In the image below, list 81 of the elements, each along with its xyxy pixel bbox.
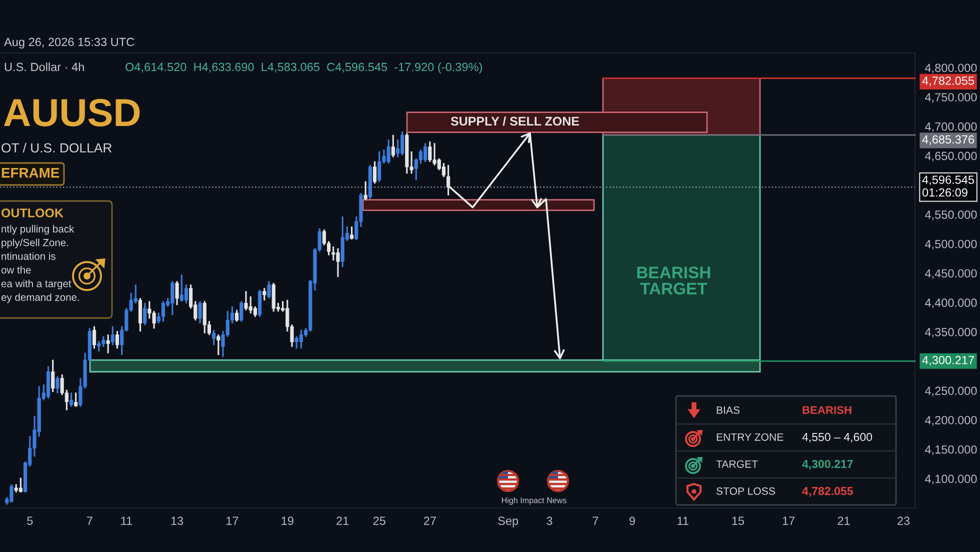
ref-line-label: 4,782.055 xyxy=(922,76,974,86)
y-tick-label: 4,650.000 xyxy=(924,152,977,162)
y-tick-label: 4,700.000 xyxy=(924,122,977,132)
ref-line-label: 4,596.545 01:26:09 xyxy=(922,176,974,197)
x-tick-label: Sep xyxy=(498,516,518,528)
annotation: STOP LOSS xyxy=(716,487,775,495)
candlestick xyxy=(74,392,78,407)
candlestick xyxy=(262,288,266,300)
candlestick xyxy=(368,164,372,199)
y-tick-label: 4,500.000 xyxy=(924,240,977,250)
annotation: High Impact News xyxy=(502,497,566,505)
x-tick-label: 15 xyxy=(732,516,744,526)
x-tick-label: 7 xyxy=(86,516,92,525)
x-tick-label: 5 xyxy=(27,516,33,526)
x-tick-label: 21 xyxy=(336,516,349,525)
text: OT / U.S. DOLLAR xyxy=(2,142,112,153)
annotation: U.S. Dollar · 4h xyxy=(4,62,84,72)
candlestick xyxy=(110,326,114,346)
y-tick-label: 4,800.000 xyxy=(924,64,977,74)
candlestick xyxy=(258,290,262,317)
y-tick-label: 4,400.000 xyxy=(924,298,977,308)
candlestick xyxy=(240,301,244,322)
x-tick-label: 9 xyxy=(629,516,635,526)
x-tick-label: 23 xyxy=(898,516,910,526)
y-tick-label: 4,350.000 xyxy=(924,328,977,338)
candlestick xyxy=(391,134,395,158)
x-tick-label: 7 xyxy=(592,516,598,525)
annotation: ntly pulling back pply/Sell Zone. ntinuation is ow the ea with a target ey demand zone. xyxy=(1,225,79,303)
x-tick-label: 25 xyxy=(373,516,386,526)
candlestick xyxy=(18,478,22,492)
x-tick-label: 17 xyxy=(226,516,238,525)
ref-line-label: 4,685.376 xyxy=(922,135,974,146)
x-tick-label: 11 xyxy=(678,516,688,525)
annotation: 4,550 – 4,600 xyxy=(802,432,872,442)
y-tick-label: 4,750.000 xyxy=(924,93,977,103)
annotation: 4,782.055 xyxy=(802,486,853,497)
text: Aug 26, 2026 15:33 UTC xyxy=(4,38,134,48)
y-tick-label: 4,200.000 xyxy=(924,416,977,426)
text: AUUSD xyxy=(4,98,140,126)
y-tick-label: 4,100.000 xyxy=(924,474,977,484)
candlestick xyxy=(212,330,216,346)
candlestick xyxy=(92,326,96,349)
candlestick xyxy=(115,331,120,349)
candlestick xyxy=(350,226,354,240)
candlestick xyxy=(46,366,50,398)
band-label: BEARISH TARGET xyxy=(637,266,710,294)
y-tick-label: 4,550.000 xyxy=(924,210,977,220)
y-tick-label: 4,150.000 xyxy=(924,445,977,456)
candlestick xyxy=(235,310,239,322)
x-tick-label: 13 xyxy=(171,516,184,526)
annotation: 4,300.217 xyxy=(802,460,853,470)
x-tick-label: 21 xyxy=(838,516,850,525)
x-tick-label: 17 xyxy=(782,516,795,525)
annotation: OUTLOOK xyxy=(2,208,64,218)
band-label: SUPPLY / SELL ZONE xyxy=(450,116,580,126)
candlestick xyxy=(372,161,377,184)
candlestick xyxy=(69,392,74,407)
x-tick-label: 27 xyxy=(424,516,436,525)
candlestick xyxy=(51,360,55,392)
candlestick xyxy=(267,281,271,299)
candlestick xyxy=(198,301,202,324)
annotation: BEARISH xyxy=(802,406,852,414)
annotation: TARGET xyxy=(716,460,758,468)
candlestick xyxy=(175,281,179,306)
y-tick-label: 4,450.000 xyxy=(924,269,977,279)
x-tick-label: 19 xyxy=(282,516,294,526)
x-tick-label: 11 xyxy=(121,516,132,525)
candlestick xyxy=(56,376,60,394)
x-tick-label: 3 xyxy=(546,516,552,526)
candlestick xyxy=(161,301,166,322)
candlestick xyxy=(106,334,110,354)
ref-line-label: 4,300.217 xyxy=(922,356,974,366)
y-tick-label: 4,250.000 xyxy=(924,386,977,396)
annotation: EFRAME xyxy=(2,168,60,178)
candlestick xyxy=(143,302,147,326)
annotation: BIAS xyxy=(716,406,740,414)
candlestick xyxy=(364,181,368,200)
candlestick xyxy=(216,334,220,356)
candlestick xyxy=(138,298,142,332)
annotation: ENTRY ZONE xyxy=(716,433,784,441)
annotation: O4,614.520 H4,633.690 L4,583.065 C4,596.545 -17.920 (-0.39%) xyxy=(126,62,482,74)
